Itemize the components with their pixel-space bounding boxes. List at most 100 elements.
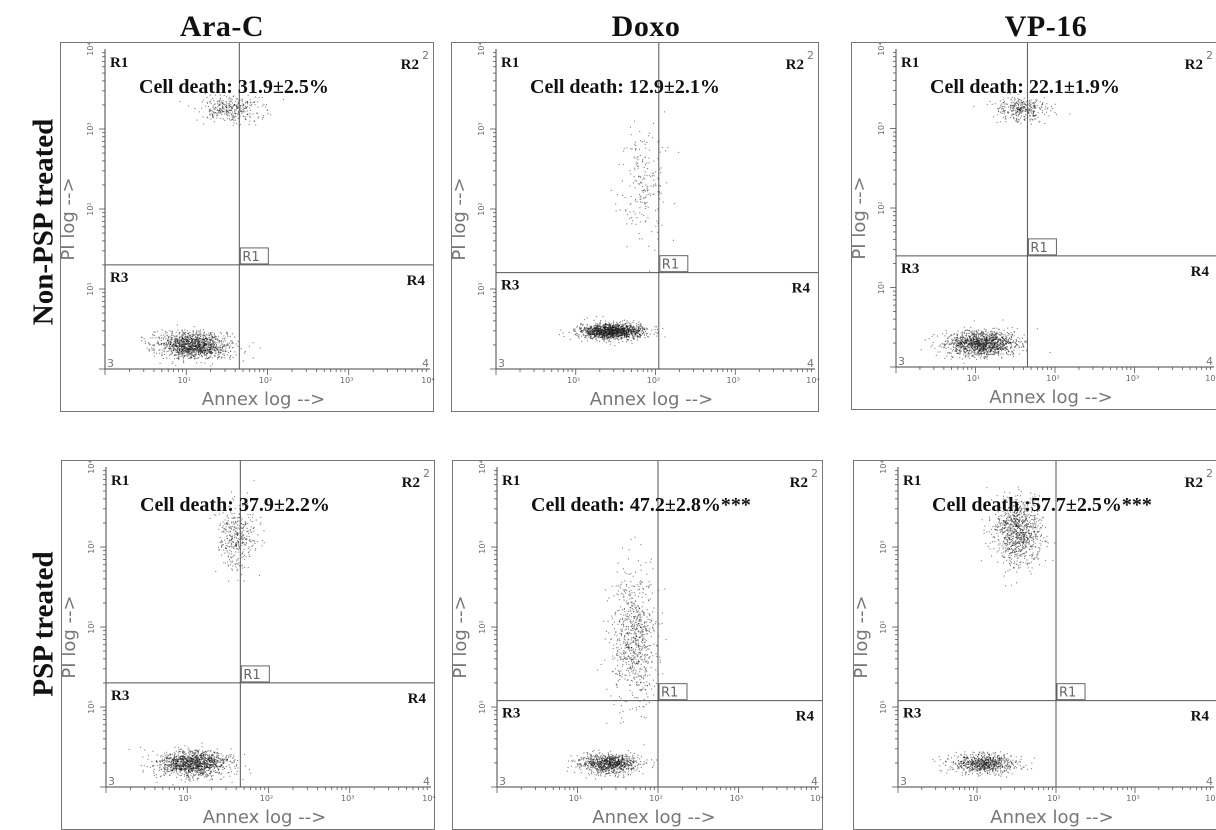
- event-dot: [214, 333, 215, 334]
- event-dot: [197, 334, 198, 335]
- event-dot: [994, 345, 995, 346]
- event-dot: [171, 354, 172, 355]
- event-dot: [593, 331, 594, 332]
- event-dot: [213, 346, 214, 347]
- event-dot: [643, 190, 644, 191]
- event-dot: [612, 336, 613, 337]
- event-dot: [610, 334, 611, 335]
- event-dot: [182, 342, 183, 343]
- event-dot: [989, 347, 990, 348]
- event-dot: [645, 220, 646, 221]
- event-dot: [191, 352, 192, 353]
- event-dot: [201, 362, 202, 363]
- event-dot: [1008, 341, 1009, 342]
- event-dot: [1022, 338, 1023, 339]
- event-dot: [574, 330, 575, 331]
- event-dot: [617, 331, 618, 332]
- event-dot: [174, 358, 175, 359]
- event-dot: [235, 116, 236, 117]
- column-title-doxo: Doxo: [456, 10, 836, 44]
- event-dot: [222, 347, 223, 348]
- event-dot: [992, 328, 993, 329]
- event-dot: [643, 198, 644, 199]
- event-dot: [231, 341, 232, 342]
- event-dot: [979, 333, 980, 334]
- event-dot: [270, 114, 271, 115]
- event-dot: [936, 355, 937, 356]
- event-dot: [199, 334, 200, 335]
- event-dot: [973, 352, 974, 353]
- event-dot: [235, 101, 236, 102]
- event-dot: [212, 114, 213, 115]
- event-dot: [962, 337, 963, 338]
- event-dot: [603, 332, 604, 333]
- event-dot: [195, 339, 196, 340]
- event-dot: [609, 331, 610, 332]
- event-dot: [164, 345, 165, 346]
- event-dot: [1002, 320, 1003, 321]
- event-dot: [193, 338, 194, 339]
- region-label-r3: R3: [110, 270, 128, 286]
- event-dot: [224, 344, 225, 345]
- event-dot: [644, 203, 645, 204]
- region-number-4: 4: [422, 357, 429, 370]
- event-dot: [562, 332, 563, 333]
- event-dot: [635, 199, 636, 200]
- event-dot: [961, 350, 962, 351]
- event-dot: [597, 325, 598, 326]
- event-dot: [634, 176, 635, 177]
- event-dot: [200, 331, 201, 332]
- event-dot: [185, 339, 186, 340]
- event-dot: [224, 357, 225, 358]
- event-dot: [952, 343, 953, 344]
- event-dot: [989, 354, 990, 355]
- event-dot: [236, 355, 237, 356]
- event-dot: [147, 347, 148, 348]
- event-dot: [228, 113, 229, 114]
- event-dot: [214, 103, 215, 104]
- event-dot: [971, 350, 972, 351]
- event-dot: [170, 344, 171, 345]
- event-dot: [242, 99, 243, 100]
- event-dot: [998, 355, 999, 356]
- event-dot: [621, 337, 622, 338]
- event-dot: [609, 334, 610, 335]
- event-dot: [625, 209, 626, 210]
- event-dot: [631, 223, 632, 224]
- event-dot: [1020, 342, 1021, 343]
- event-dot: [177, 325, 178, 326]
- event-dot: [642, 190, 643, 191]
- event-dot: [218, 357, 219, 358]
- event-dot: [958, 343, 959, 344]
- event-dot: [644, 202, 645, 203]
- event-dot: [637, 156, 638, 157]
- event-dot: [634, 121, 635, 122]
- x-tick-label: 10⁴: [806, 376, 819, 385]
- event-dot: [649, 193, 650, 194]
- event-dot: [634, 156, 635, 157]
- event-dot: [957, 337, 958, 338]
- event-dot: [214, 334, 215, 335]
- event-dot: [584, 327, 585, 328]
- event-dot: [1025, 342, 1026, 343]
- event-dot: [639, 207, 640, 208]
- event-dot: [979, 341, 980, 342]
- event-dot: [258, 107, 259, 108]
- event-dot: [187, 355, 188, 356]
- event-dot: [169, 348, 170, 349]
- event-dot: [204, 345, 205, 346]
- event-dot: [192, 354, 193, 355]
- event-dot: [963, 363, 964, 364]
- event-dot: [1006, 347, 1007, 348]
- event-dot: [164, 354, 165, 355]
- event-dot: [644, 179, 645, 180]
- event-dot: [644, 337, 645, 338]
- event-dot: [1007, 354, 1008, 355]
- event-dot: [604, 330, 605, 331]
- event-dot: [211, 110, 212, 111]
- event-dot: [637, 157, 638, 158]
- event-dot: [236, 108, 237, 109]
- event-dot: [989, 340, 990, 341]
- event-dot: [586, 332, 587, 333]
